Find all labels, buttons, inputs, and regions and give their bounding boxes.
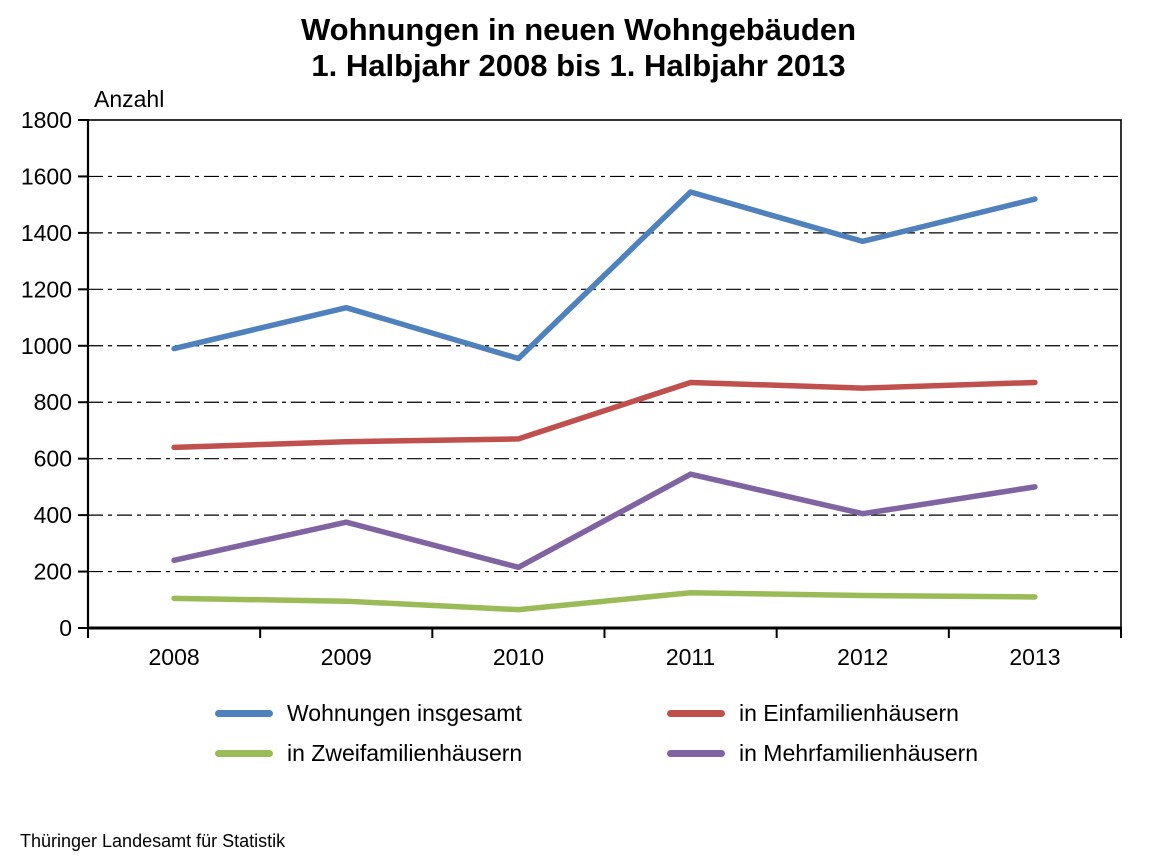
y-tick-label: 1200 bbox=[21, 276, 72, 302]
legend-item: in Zweifamilienhäusern bbox=[215, 739, 667, 768]
y-tick-label: 800 bbox=[34, 389, 72, 415]
line-chart: 0 200 400 600 800 1000 1200 1400 1600 1800 2008 200… bbox=[21, 107, 1122, 670]
legend-item: in Mehrfamilienhäusern bbox=[667, 739, 978, 768]
legend-item: in Einfamilienhäusern bbox=[667, 699, 978, 728]
series-line-2 bbox=[171, 589, 1038, 613]
x-tick-label: 2013 bbox=[1009, 644, 1060, 670]
y-tick-label: 0 bbox=[59, 615, 72, 641]
legend-swatch-icon bbox=[215, 750, 273, 757]
chart-title: Wohnungen in neuen Wohngebäuden 1. Halbj… bbox=[0, 12, 1157, 84]
series-line-0 bbox=[171, 189, 1038, 362]
x-tick-label: 2012 bbox=[837, 644, 888, 670]
y-tick-label: 1000 bbox=[21, 333, 72, 359]
legend-label: in Einfamilienhäusern bbox=[739, 700, 959, 726]
legend-label: in Mehrfamilienhäusern bbox=[739, 740, 979, 766]
chart-title-line2: 1. Halbjahr 2008 bis 1. Halbjahr 2013 bbox=[311, 48, 846, 83]
x-tick-label: 2008 bbox=[148, 644, 199, 670]
series-line-1 bbox=[171, 379, 1038, 451]
series-line-3 bbox=[171, 471, 1038, 571]
y-tick-label: 600 bbox=[34, 446, 72, 472]
legend-item: Wohnungen insgesamt bbox=[215, 699, 667, 728]
x-tick-label: 2011 bbox=[666, 644, 715, 670]
chart-title-line1: Wohnungen in neuen Wohngebäuden bbox=[300, 12, 857, 47]
legend-swatch-icon bbox=[215, 710, 273, 717]
y-axis-title: Anzahl bbox=[94, 86, 165, 112]
y-tick-label: 200 bbox=[34, 559, 72, 585]
chart-legend: Wohnungen insgesamt in Einfamilienhäuser… bbox=[215, 699, 978, 768]
legend-label: Wohnungen insgesamt bbox=[287, 700, 522, 726]
y-tick-label: 1800 bbox=[21, 107, 72, 133]
plot-border bbox=[87, 119, 1122, 629]
legend-swatch-icon bbox=[667, 710, 725, 717]
legend-label: in Zweifamilienhäusern bbox=[287, 740, 523, 766]
y-tick-label: 1600 bbox=[21, 163, 72, 189]
legend-swatch-icon bbox=[667, 750, 725, 757]
y-tick-label: 1400 bbox=[21, 220, 72, 246]
x-tick-label: 2010 bbox=[493, 644, 544, 670]
source-text: Thüringer Landesamt für Statistik bbox=[20, 831, 286, 851]
x-tick-label: 2009 bbox=[321, 644, 372, 670]
y-tick-label: 400 bbox=[34, 502, 72, 528]
